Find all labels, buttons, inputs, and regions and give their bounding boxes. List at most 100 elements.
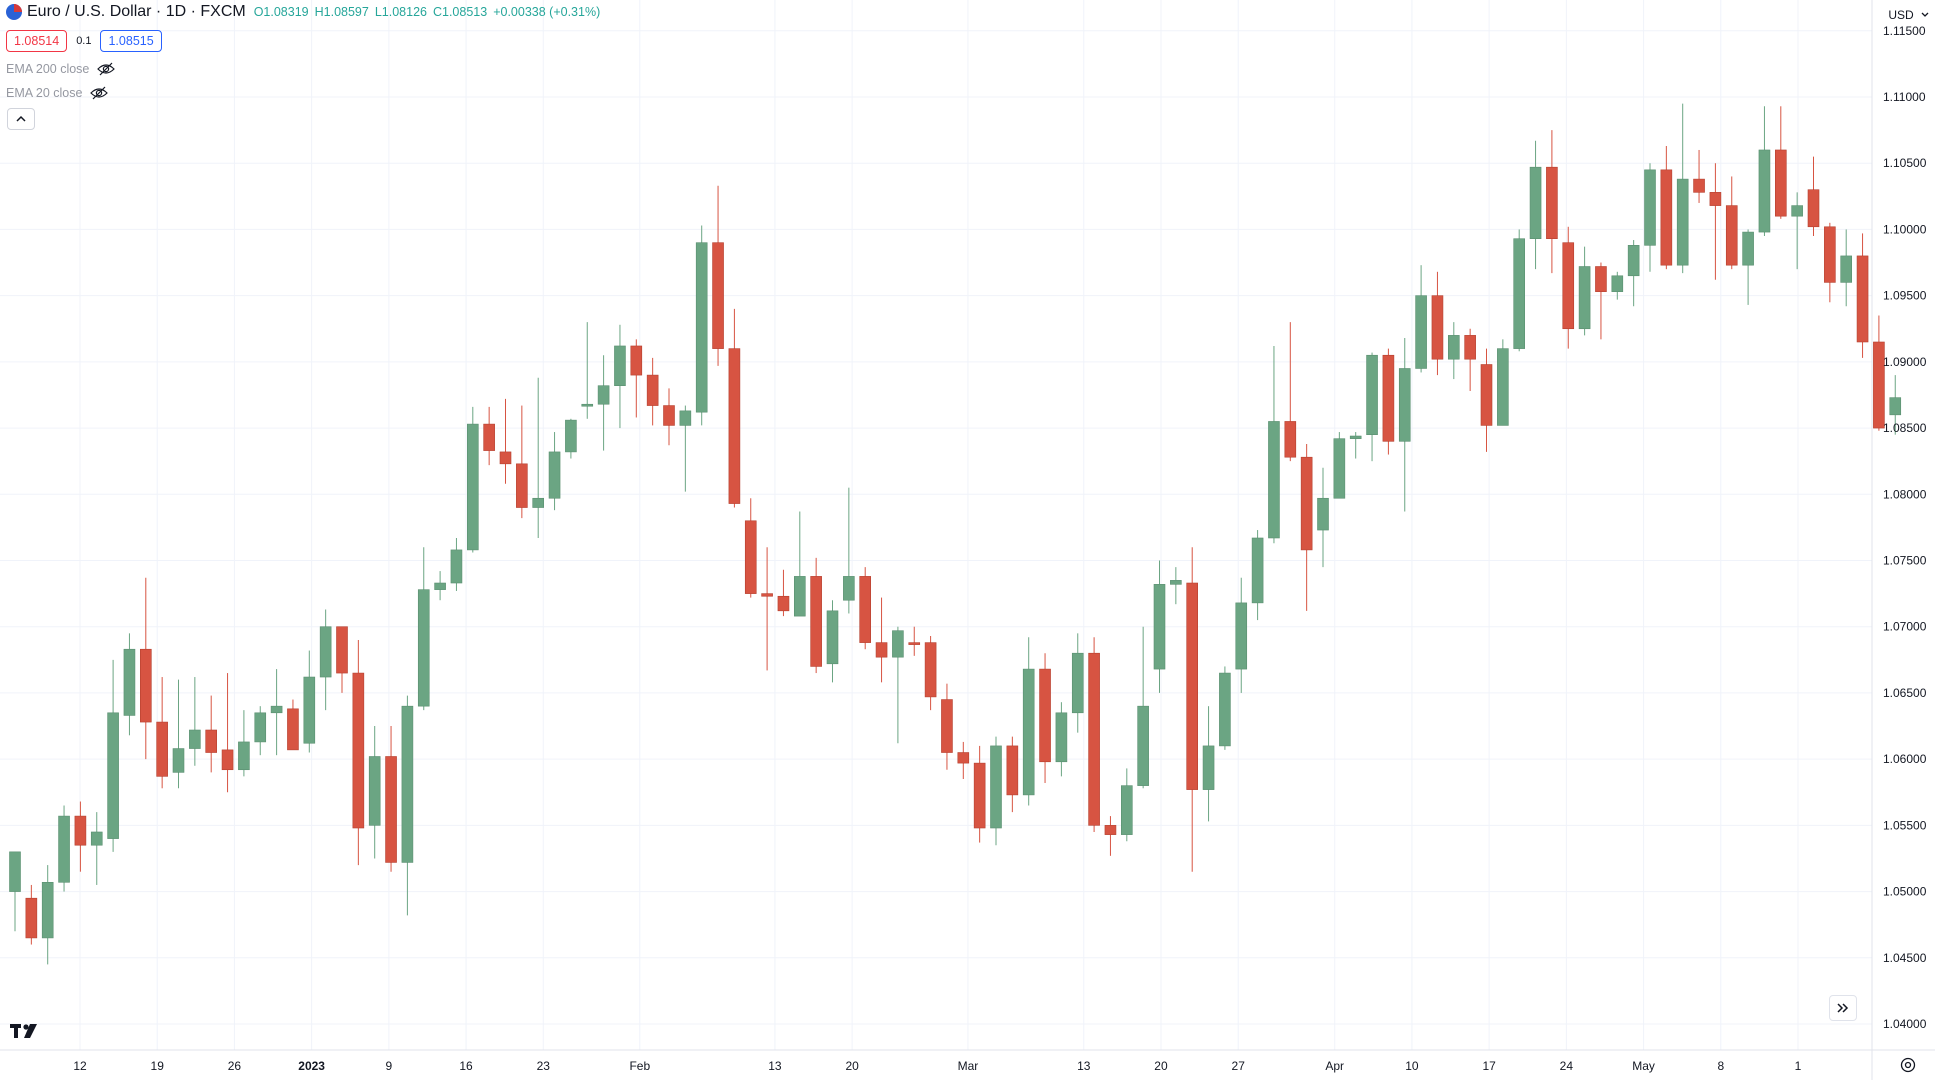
candle-down [74,801,87,872]
candle-down [1480,348,1493,452]
eye-off-icon[interactable] [90,86,109,100]
sell-price-button[interactable]: 1.08514 [6,30,68,52]
candle-body [1300,456,1313,551]
candle-body [1431,295,1444,360]
candle-body [1284,421,1297,458]
x-tick-label: 12 [73,1059,87,1073]
y-tick-label: 1.11000 [1883,90,1926,104]
candle-down [777,569,790,617]
candle-body [646,374,659,406]
candle-body [319,626,332,678]
candle-down [1709,163,1722,280]
candle-body [499,451,512,465]
candle-down [1039,653,1051,783]
candle-body [1317,497,1329,531]
candle-up [990,736,1002,846]
candle-up [1578,246,1591,336]
x-tick-label: 20 [845,1059,859,1073]
candle-up [1627,240,1640,307]
time-axis[interactable]: 12 19 26 2023 9 16 23 Feb 13 20 Mar 13 20 27 Apr 10 17 24… [0,1049,1935,1073]
x-tick-label: 8 [1717,1059,1724,1073]
candle-up [1153,560,1166,693]
candle-up [1758,106,1771,237]
chart-settings-button[interactable] [1896,1053,1920,1077]
x-tick-label: 24 [1560,1059,1574,1073]
candle-up [1202,706,1215,822]
candle-body [1693,178,1705,193]
candle-body [810,576,822,667]
candle-body [1153,584,1166,670]
candle-up [58,805,70,892]
candle-down [1104,816,1117,856]
candle-body [41,882,54,939]
candle-up [1170,567,1182,605]
x-tick-label: 27 [1232,1059,1246,1073]
candle-up [548,432,561,511]
y-tick-label: 1.04000 [1883,1017,1927,1031]
candle-down [156,677,168,789]
symbol-title[interactable]: Euro / U.S. Dollar · 1D · FXCM [27,3,246,20]
currency-select[interactable]: USD [1883,4,1935,26]
candle-body [1333,438,1346,499]
y-tick-label: 1.09000 [1883,355,1927,369]
candle-body [663,405,675,426]
candle-up [417,547,430,711]
candle-up [238,710,250,777]
x-tick-label: 13 [768,1059,782,1073]
candle-body [1791,205,1803,217]
candle-body [973,762,986,829]
x-tick-label: 9 [386,1059,393,1073]
candle-body [1349,435,1362,439]
candle-body [1137,705,1149,786]
candle-body [957,752,970,764]
candle-body [581,403,594,407]
candle-body [1497,348,1509,426]
chevron-down-icon [1921,12,1929,17]
candle-down [957,741,970,780]
indicator-ema20[interactable]: EMA 20 close [6,86,109,100]
candle-body [1644,169,1656,246]
x-tick-label: May [1632,1059,1655,1073]
candle-body [1709,192,1722,206]
candle-body [287,708,299,751]
candle-up [41,865,54,965]
candle-down [744,498,757,598]
candle-up [1055,702,1068,777]
candle-body [1725,205,1738,266]
ohlc-high: H1.08597 [314,5,369,19]
candle-body [123,648,136,716]
candle-body [744,520,757,594]
candle-body [793,576,806,617]
spread-value: 0.1 [76,35,92,47]
candle-body [1039,668,1051,763]
candle-down [973,745,986,843]
eye-off-icon[interactable] [97,62,116,76]
candle-body [924,642,937,698]
ohlc-open: O1.08319 [253,5,309,19]
indicator-ema200[interactable]: EMA 200 close [6,62,116,76]
candle-body [1889,397,1902,416]
candle-body [1398,368,1411,442]
candle-body [205,729,217,753]
candle-up [466,406,479,553]
candle-body [597,385,610,405]
price-axis[interactable]: 1.11500 1.11000 1.10500 1.10000 1.09500 1.090… [1871,0,1927,1080]
buy-price-button[interactable]: 1.08515 [100,30,162,52]
candle-body [107,712,119,839]
candle-down [1807,156,1820,237]
tradingview-logo-icon[interactable] [10,1020,42,1046]
candle-up [368,726,381,859]
candle-down [287,699,299,751]
candle-body [1856,255,1869,343]
candle-up [254,706,267,756]
scroll-to-realtime-button[interactable] [1829,995,1857,1021]
candle-down [1775,106,1787,219]
collapse-legend-button[interactable] [7,108,35,130]
candle-down [810,557,822,674]
candle-body [1529,166,1542,239]
candle-down [1284,322,1297,462]
candle-body [417,589,430,707]
candle-up [1415,265,1427,373]
